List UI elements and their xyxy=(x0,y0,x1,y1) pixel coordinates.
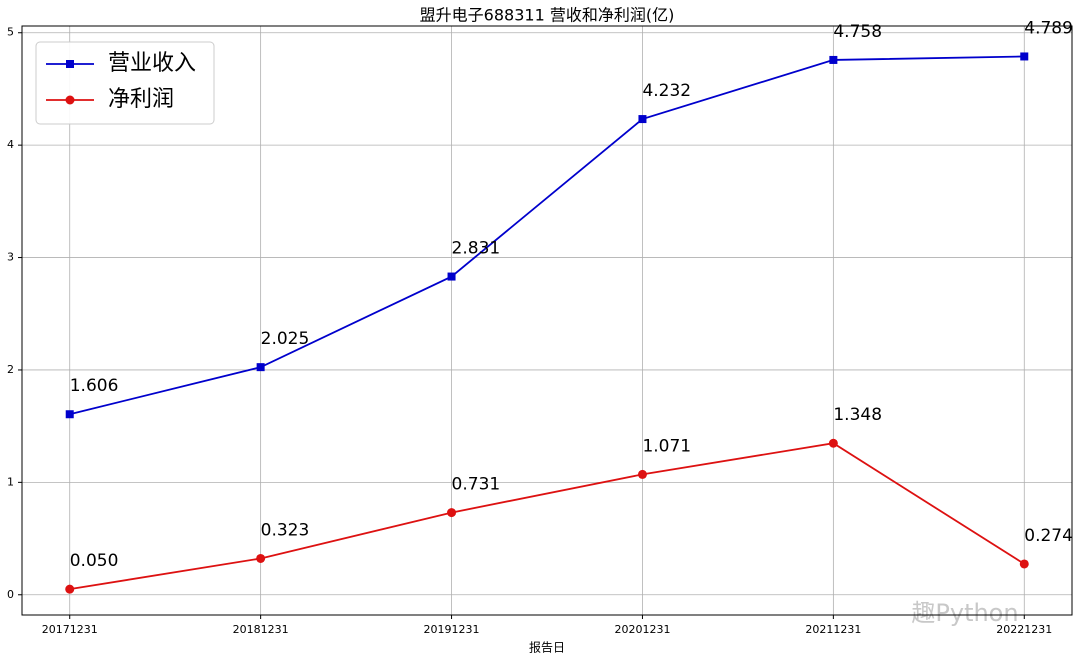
data-label: 0.274 xyxy=(1024,526,1073,546)
x-tick-label: 20191231 xyxy=(424,623,480,636)
marker xyxy=(447,272,456,281)
data-label: 4.758 xyxy=(833,22,882,42)
x-tick-label: 20181231 xyxy=(233,623,289,636)
series: 0.050 0.323 0.731 1.071 1.348 0.274 xyxy=(65,405,1073,594)
data-label: 4.232 xyxy=(642,81,691,101)
marker xyxy=(637,469,647,479)
data-label: 1.606 xyxy=(70,376,119,396)
chart-title: 盟升电子688311 营收和净利润(亿) xyxy=(420,6,675,25)
marker xyxy=(1020,52,1029,61)
y-tick-label: 3 xyxy=(7,251,14,264)
marker xyxy=(1019,559,1029,569)
legend-label: 净利润 xyxy=(108,87,174,112)
legend-box xyxy=(35,41,215,125)
line xyxy=(69,442,1025,591)
marker xyxy=(66,60,74,68)
x-axis-label: 报告日 xyxy=(529,640,565,655)
legend-label: 营业收入 xyxy=(108,51,196,76)
x-tick-label: 20211231 xyxy=(805,623,861,636)
data-label: 0.323 xyxy=(261,520,310,540)
x-tick-label: 20201231 xyxy=(614,623,670,636)
marker xyxy=(65,584,75,594)
data-label: 0.731 xyxy=(452,475,501,495)
marker xyxy=(256,553,266,563)
plot-frame xyxy=(21,25,1073,616)
y-tick-label: 0 xyxy=(7,588,14,601)
data-label: 4.789 xyxy=(1024,18,1073,38)
line xyxy=(69,55,1025,416)
marker xyxy=(828,438,838,448)
marker xyxy=(256,363,265,372)
marker xyxy=(65,95,75,105)
x-tick-label: 20221231 xyxy=(996,623,1052,636)
x-tick-label: 20171231 xyxy=(42,623,98,636)
marker xyxy=(829,55,838,64)
data-label: 0.050 xyxy=(70,551,119,571)
marker xyxy=(447,508,457,518)
y-tick-label: 1 xyxy=(7,475,14,488)
marker xyxy=(638,115,647,124)
data-label: 2.831 xyxy=(452,239,501,259)
marker xyxy=(65,410,74,419)
y-tick-label: 5 xyxy=(7,26,14,39)
y-tick-label: 2 xyxy=(7,363,14,376)
data-label: 1.348 xyxy=(833,405,882,425)
watermark: 趣Python xyxy=(911,599,1018,627)
series: 1.606 2.025 2.831 4.232 4.758 4.789 xyxy=(65,18,1073,419)
y-tick-label: 4 xyxy=(7,138,14,151)
data-label: 1.071 xyxy=(642,436,691,456)
data-label: 2.025 xyxy=(261,329,310,349)
